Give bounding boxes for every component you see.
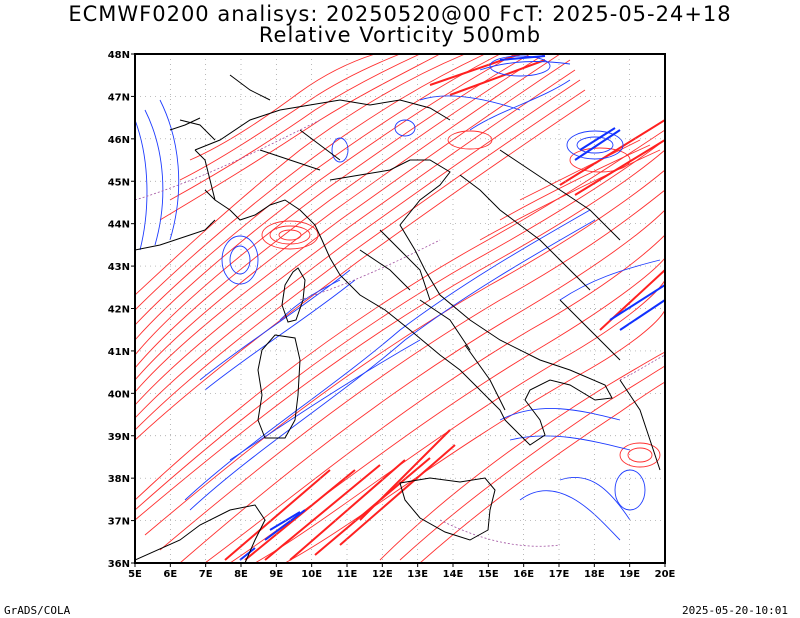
lon-tick-label: 19E (619, 569, 640, 580)
contour-field (135, 54, 665, 563)
lon-tick-label: 12E (372, 569, 393, 580)
footer-left: GrADS/COLA (4, 604, 71, 617)
lon-tick-label: 20E (655, 569, 676, 580)
lat-tick-label: 43N (108, 262, 130, 273)
lon-tick-label: 5E (128, 569, 142, 580)
lat-tick-label: 40N (108, 389, 130, 400)
lon-tick-label: 6E (163, 569, 177, 580)
axis-ticks (131, 53, 666, 567)
lat-tick-label: 39N (108, 432, 130, 443)
chart-subtitle: Relative Vorticity 500mb (258, 23, 542, 47)
lon-tick-label: 13E (407, 569, 428, 580)
positive-contours (135, 54, 665, 563)
lon-tick-label: 16E (513, 569, 534, 580)
lat-tick-label: 36N (108, 559, 130, 570)
latitude-labels: 36N 37N 38N 39N 40N 41N 42N 43N 44N 45N 46N 47N 48N (108, 50, 130, 570)
lon-tick-label: 17E (549, 569, 570, 580)
lat-tick-label: 44N (108, 220, 130, 231)
strong-negative-streaks (239, 55, 665, 561)
zero-contours (135, 119, 665, 547)
chart-title: ECMWF0200 analisys: 20250520@00 FcT: 202… (68, 2, 732, 26)
footer-timestamp: 2025-05-20-10:01 (682, 604, 788, 617)
lon-tick-label: 15E (478, 569, 499, 580)
lon-tick-label: 7E (199, 569, 213, 580)
lat-tick-label: 41N (108, 347, 130, 358)
lat-tick-label: 45N (108, 177, 130, 188)
lat-tick-label: 37N (108, 517, 130, 528)
graticule (135, 54, 665, 563)
lat-tick-label: 47N (108, 92, 130, 103)
lon-tick-label: 10E (301, 569, 322, 580)
lat-tick-label: 38N (108, 474, 130, 485)
lat-tick-label: 46N (108, 135, 130, 146)
lon-tick-label: 14E (443, 569, 464, 580)
lon-tick-label: 18E (584, 569, 605, 580)
lat-tick-label: 42N (108, 305, 130, 316)
negative-contours (135, 55, 661, 541)
lon-tick-label: 8E (234, 569, 248, 580)
coastlines-borders (135, 74, 661, 563)
strong-positive-streaks (224, 54, 665, 561)
lon-tick-label: 9E (269, 569, 283, 580)
lon-tick-label: 11E (337, 569, 358, 580)
lat-tick-label: 48N (108, 50, 130, 61)
longitude-labels: 5E 6E 7E 8E 9E 10E 11E 12E 13E 14E 15E 16E 17E 18E 19E… (128, 569, 675, 580)
